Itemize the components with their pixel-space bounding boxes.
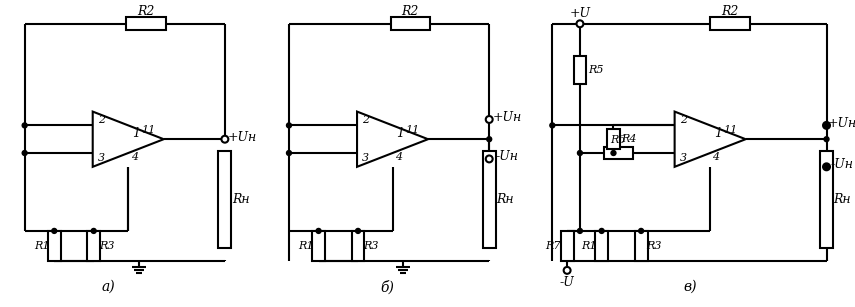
- Bar: [312, 231, 325, 261]
- Circle shape: [611, 150, 616, 155]
- Bar: [351, 231, 364, 261]
- Bar: [634, 231, 647, 261]
- Bar: [391, 17, 430, 30]
- Text: 11: 11: [722, 125, 737, 135]
- Bar: [483, 151, 496, 248]
- Text: 11: 11: [141, 125, 155, 135]
- Circle shape: [486, 116, 492, 123]
- Circle shape: [356, 228, 361, 233]
- Text: 3: 3: [98, 153, 105, 163]
- Circle shape: [486, 155, 492, 162]
- Text: R2: R2: [721, 6, 739, 18]
- Bar: [604, 147, 634, 159]
- Text: R6: R6: [610, 135, 626, 145]
- Text: R3: R3: [99, 241, 115, 251]
- Circle shape: [576, 20, 583, 27]
- Bar: [607, 129, 620, 149]
- Text: 4: 4: [131, 152, 138, 162]
- Circle shape: [486, 137, 492, 142]
- Text: -Uн: -Uн: [495, 150, 518, 163]
- Bar: [574, 56, 587, 84]
- Circle shape: [824, 123, 829, 128]
- Text: Rн: Rн: [232, 193, 250, 206]
- Text: а): а): [102, 280, 115, 294]
- Circle shape: [22, 123, 27, 128]
- Text: -Uн: -Uн: [831, 158, 854, 171]
- Bar: [561, 231, 574, 261]
- Text: +Uн: +Uн: [228, 131, 257, 144]
- Text: 2: 2: [363, 115, 369, 126]
- Text: R1: R1: [298, 241, 314, 251]
- Bar: [595, 231, 608, 261]
- Text: 2: 2: [680, 115, 687, 126]
- Text: -U: -U: [560, 276, 575, 289]
- Text: 1: 1: [714, 127, 722, 140]
- Text: R3: R3: [363, 241, 379, 251]
- Bar: [219, 151, 232, 248]
- Circle shape: [577, 150, 582, 155]
- Text: 3: 3: [680, 153, 687, 163]
- Text: 4: 4: [712, 152, 720, 162]
- Bar: [820, 151, 833, 248]
- Text: +Uн: +Uн: [492, 111, 522, 124]
- Text: R7: R7: [545, 241, 561, 251]
- Text: б): б): [380, 280, 394, 294]
- Text: Rн: Rн: [834, 193, 851, 206]
- Text: 1: 1: [397, 127, 404, 140]
- Circle shape: [286, 150, 292, 155]
- Text: R1: R1: [33, 241, 50, 251]
- Text: R2: R2: [402, 6, 419, 18]
- Polygon shape: [357, 111, 428, 167]
- Circle shape: [823, 163, 830, 170]
- Text: R2: R2: [138, 6, 155, 18]
- Text: в): в): [684, 280, 697, 294]
- Circle shape: [599, 228, 604, 233]
- Circle shape: [563, 267, 570, 274]
- Text: Rн: Rн: [496, 193, 514, 206]
- Circle shape: [221, 136, 228, 143]
- Text: 2: 2: [98, 115, 105, 126]
- Circle shape: [91, 228, 96, 233]
- Text: 3: 3: [363, 153, 369, 163]
- Bar: [127, 17, 166, 30]
- Text: 11: 11: [405, 125, 420, 135]
- Text: R1: R1: [581, 241, 597, 251]
- Text: +Uн: +Uн: [828, 117, 855, 130]
- Circle shape: [639, 228, 644, 233]
- Circle shape: [823, 122, 830, 129]
- Circle shape: [286, 123, 292, 128]
- Text: +U: +U: [569, 7, 591, 21]
- Circle shape: [577, 228, 582, 233]
- Bar: [48, 231, 61, 261]
- Text: 4: 4: [395, 152, 402, 162]
- Circle shape: [550, 123, 555, 128]
- Bar: [711, 17, 750, 30]
- Polygon shape: [675, 111, 746, 167]
- Text: 1: 1: [133, 127, 140, 140]
- Polygon shape: [92, 111, 163, 167]
- Circle shape: [22, 150, 27, 155]
- Text: R4: R4: [622, 134, 637, 144]
- Bar: [87, 231, 100, 261]
- Circle shape: [824, 164, 829, 169]
- Text: R5: R5: [588, 65, 604, 75]
- Circle shape: [824, 137, 829, 142]
- Text: R3: R3: [646, 241, 662, 251]
- Circle shape: [52, 228, 56, 233]
- Circle shape: [316, 228, 321, 233]
